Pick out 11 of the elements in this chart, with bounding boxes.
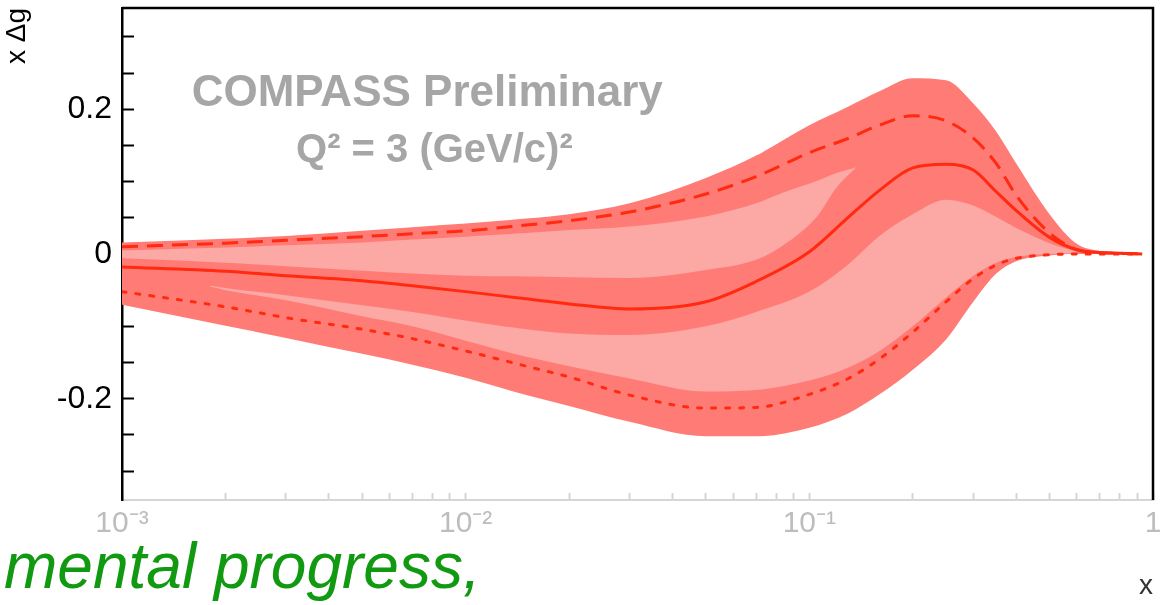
x-tick-label: 1 <box>1144 505 1162 539</box>
x-axis-title: x <box>1139 568 1153 600</box>
y-tick-label: 0.2 <box>67 89 112 126</box>
y-axis-title: x Δg <box>0 8 31 65</box>
x-tick-label: 10⁻³ <box>95 505 149 539</box>
x-tick-label: 10⁻² <box>438 505 493 539</box>
annotation: Q² = 3 (GeV/c)² <box>296 126 573 170</box>
x-tick-label: 10⁻¹ <box>782 505 837 539</box>
y-tick-label: 0 <box>94 233 112 270</box>
y-tick-label: -0.2 <box>56 378 112 415</box>
annotation: COMPASS Preliminary <box>191 65 664 115</box>
